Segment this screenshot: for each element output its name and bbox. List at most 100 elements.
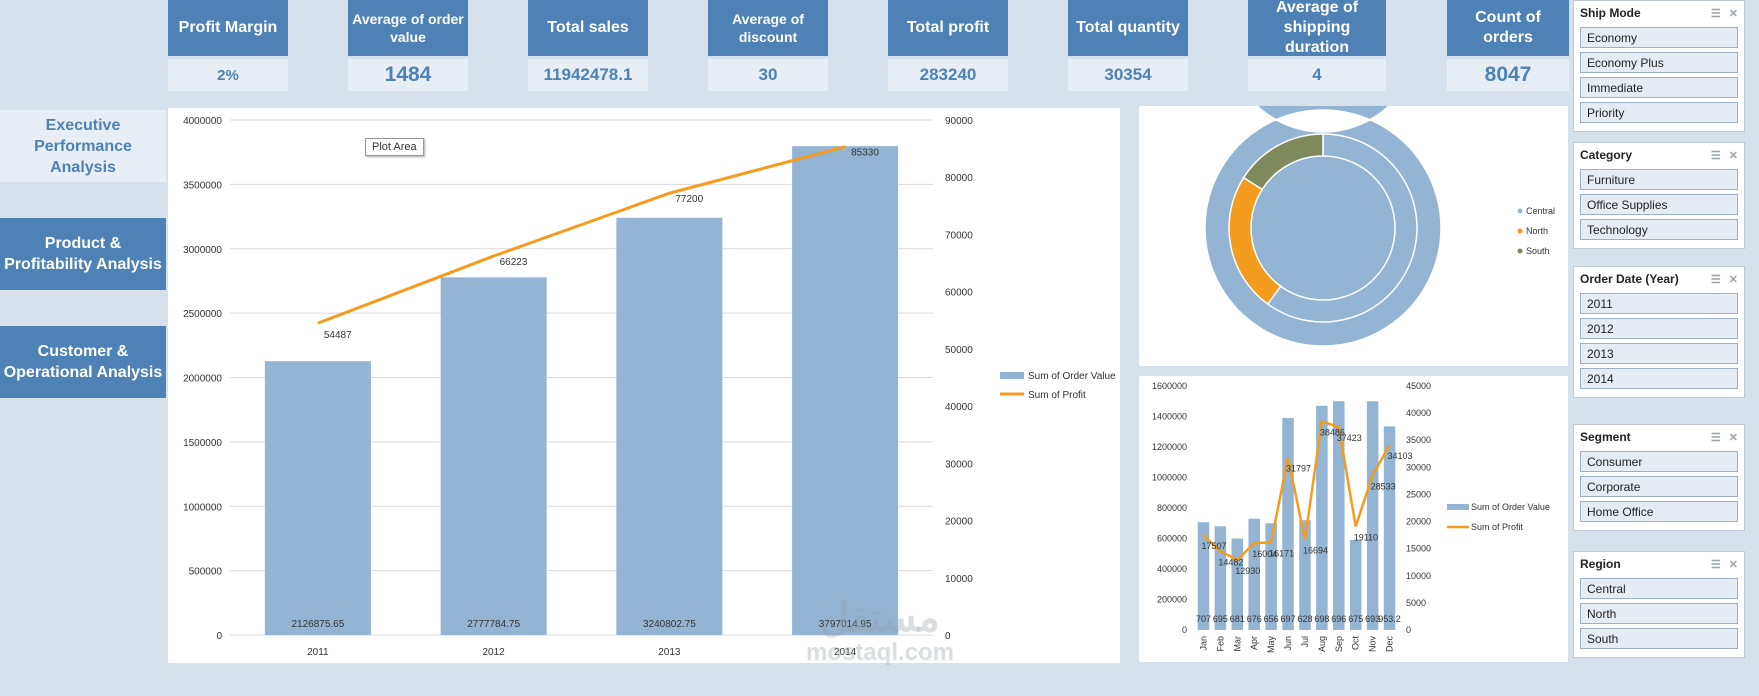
y-tick-label: 400000 bbox=[1157, 564, 1187, 574]
slicer-icons: ☰ ✕ bbox=[1711, 431, 1738, 444]
legend-label: Sum of Profit bbox=[1028, 390, 1086, 401]
y-tick-label: 4000000 bbox=[183, 116, 222, 127]
kpi-value: 8047 bbox=[1447, 59, 1569, 91]
y2-tick-label: 30000 bbox=[1406, 462, 1431, 472]
x-tick-label: Jul bbox=[1300, 636, 1310, 648]
legend-label: Central bbox=[1526, 206, 1555, 216]
line-label: 14482 bbox=[1218, 557, 1243, 567]
clear-filter-icon[interactable]: ✕ bbox=[1728, 558, 1738, 571]
region-donut-panel: Central North South bbox=[1139, 0, 1568, 366]
slicer-header: Region ☰ ✕ bbox=[1574, 552, 1744, 576]
multi-select-icon[interactable]: ☰ bbox=[1710, 7, 1721, 20]
slicer-item[interactable]: Economy Plus bbox=[1580, 52, 1738, 73]
kpi-total-quantity: Total quantity 30354 bbox=[1068, 0, 1188, 91]
slicer-item[interactable]: South bbox=[1580, 628, 1738, 649]
slicer-header: Category ☰ ✕ bbox=[1574, 143, 1744, 167]
bar-Apr bbox=[1248, 518, 1260, 630]
kpi-total-sales: Total sales 11942478.1 bbox=[528, 0, 648, 91]
slicer-title: Category bbox=[1580, 148, 1633, 162]
y-tick-label: 3500000 bbox=[183, 180, 222, 191]
line-label: 85330 bbox=[851, 148, 879, 159]
x-tick-label: Jun bbox=[1283, 636, 1293, 651]
y-tick-label: 0 bbox=[216, 631, 222, 642]
clear-filter-icon[interactable]: ✕ bbox=[1728, 149, 1738, 162]
slicer-item[interactable]: Economy bbox=[1580, 27, 1738, 48]
bar-Oct bbox=[1349, 540, 1362, 630]
slicer-item[interactable]: Immediate bbox=[1580, 77, 1738, 98]
x-tick-label: Aug bbox=[1317, 636, 1327, 652]
slicer-title: Region bbox=[1580, 557, 1621, 571]
donut-inner-slice-south bbox=[1242, 133, 1324, 191]
monthly-chart[interactable]: 0200000400000600000800000100000012000001… bbox=[1139, 376, 1568, 662]
slicer-category: Category ☰ ✕ Furniture Office Supplies Techno… bbox=[1573, 142, 1745, 249]
watermark-arabic: مستقل bbox=[820, 596, 940, 640]
bar-label: 698 bbox=[1314, 614, 1329, 624]
x-tick-label: Nov bbox=[1368, 636, 1378, 653]
slicer-item[interactable]: Home Office bbox=[1580, 501, 1738, 522]
multi-select-icon[interactable]: ☰ bbox=[1710, 149, 1721, 162]
line-label: 77200 bbox=[675, 194, 703, 205]
line-label: 54487 bbox=[324, 330, 352, 341]
y2-tick-label: 40000 bbox=[945, 402, 973, 413]
legend-label: Sum of Order Value bbox=[1471, 502, 1550, 512]
plot-area-tooltip: Plot Area bbox=[365, 138, 424, 156]
slicer-item[interactable]: 2014 bbox=[1580, 368, 1738, 389]
slicer-header: Ship Mode ☰ ✕ bbox=[1574, 1, 1744, 25]
clear-filter-icon[interactable]: ✕ bbox=[1728, 273, 1738, 286]
kpi-label: Profit Margin bbox=[168, 0, 288, 56]
y2-tick-label: 80000 bbox=[945, 173, 973, 184]
bar-label: 953.2 bbox=[1378, 614, 1401, 624]
slicer-item[interactable]: Office Supplies bbox=[1580, 194, 1738, 215]
x-tick-label: Mar bbox=[1232, 636, 1242, 652]
nav-product-profitability[interactable]: Product & Profitability Analysis bbox=[0, 218, 166, 290]
y-tick-label: 1400000 bbox=[1152, 412, 1187, 422]
kpi-value: 11942478.1 bbox=[528, 59, 648, 91]
y-tick-label: 800000 bbox=[1157, 503, 1187, 513]
slicer-item[interactable]: Technology bbox=[1580, 219, 1738, 240]
slicer-item[interactable]: Consumer bbox=[1580, 451, 1738, 472]
legend-swatch-order-value bbox=[1000, 372, 1024, 379]
slicer-icons: ☰ ✕ bbox=[1711, 273, 1738, 286]
legend-label: North bbox=[1526, 226, 1548, 236]
bar-Sep bbox=[1333, 401, 1345, 630]
kpi-value: 30 bbox=[708, 59, 828, 91]
y2-tick-label: 20000 bbox=[1406, 517, 1431, 527]
bar-2011 bbox=[264, 361, 371, 635]
slicer-item[interactable]: 2013 bbox=[1580, 343, 1738, 364]
slicer-segment: Segment ☰ ✕ Consumer Corporate Home Office bbox=[1573, 424, 1745, 531]
bar-label: 695 bbox=[1213, 614, 1228, 624]
slicer-item[interactable]: 2011 bbox=[1580, 293, 1738, 314]
bar-Jan bbox=[1197, 522, 1210, 630]
slicer-item[interactable]: North bbox=[1580, 603, 1738, 624]
multi-select-icon[interactable]: ☰ bbox=[1710, 558, 1721, 571]
region-donut-chart[interactable]: Central North South bbox=[1139, 0, 1568, 366]
yearly-chart[interactable]: 0500000100000015000002000000250000030000… bbox=[168, 108, 1120, 663]
kpi-average-shipping-duration: Average of shipping duration 4 bbox=[1248, 0, 1386, 91]
kpi-total-profit: Total profit 283240 bbox=[888, 0, 1008, 91]
y2-tick-label: 20000 bbox=[945, 517, 973, 528]
slicer-item[interactable]: Corporate bbox=[1580, 476, 1738, 497]
clear-filter-icon[interactable]: ✕ bbox=[1728, 7, 1738, 20]
legend-label: South bbox=[1526, 246, 1550, 256]
nav-customer-operational[interactable]: Customer & Operational Analysis bbox=[0, 326, 166, 398]
nav-executive-performance[interactable]: Executive Performance Analysis bbox=[0, 110, 166, 182]
slicer-item[interactable]: Priority bbox=[1580, 102, 1738, 123]
kpi-value: 4 bbox=[1248, 59, 1386, 91]
line-label: 37423 bbox=[1337, 433, 1362, 443]
multi-select-icon[interactable]: ☰ bbox=[1710, 273, 1721, 286]
legend-label: Sum of Order Value bbox=[1028, 371, 1116, 382]
line-label: 28533 bbox=[1371, 481, 1396, 491]
kpi-label: Average of discount bbox=[708, 0, 828, 56]
bar-Jun bbox=[1282, 418, 1294, 630]
kpi-label: Total profit bbox=[888, 0, 1008, 56]
slicer-item[interactable]: Central bbox=[1580, 578, 1738, 599]
slicer-item[interactable]: Furniture bbox=[1580, 169, 1738, 190]
multi-select-icon[interactable]: ☰ bbox=[1710, 431, 1721, 444]
line-label: 38486 bbox=[1320, 427, 1345, 437]
slicer-item[interactable]: 2012 bbox=[1580, 318, 1738, 339]
legend-swatch-central bbox=[1517, 208, 1523, 214]
clear-filter-icon[interactable]: ✕ bbox=[1728, 431, 1738, 444]
y-tick-label: 500000 bbox=[189, 567, 223, 578]
slicer-icons: ☰ ✕ bbox=[1711, 7, 1738, 20]
x-tick-label: Apr bbox=[1249, 636, 1259, 650]
